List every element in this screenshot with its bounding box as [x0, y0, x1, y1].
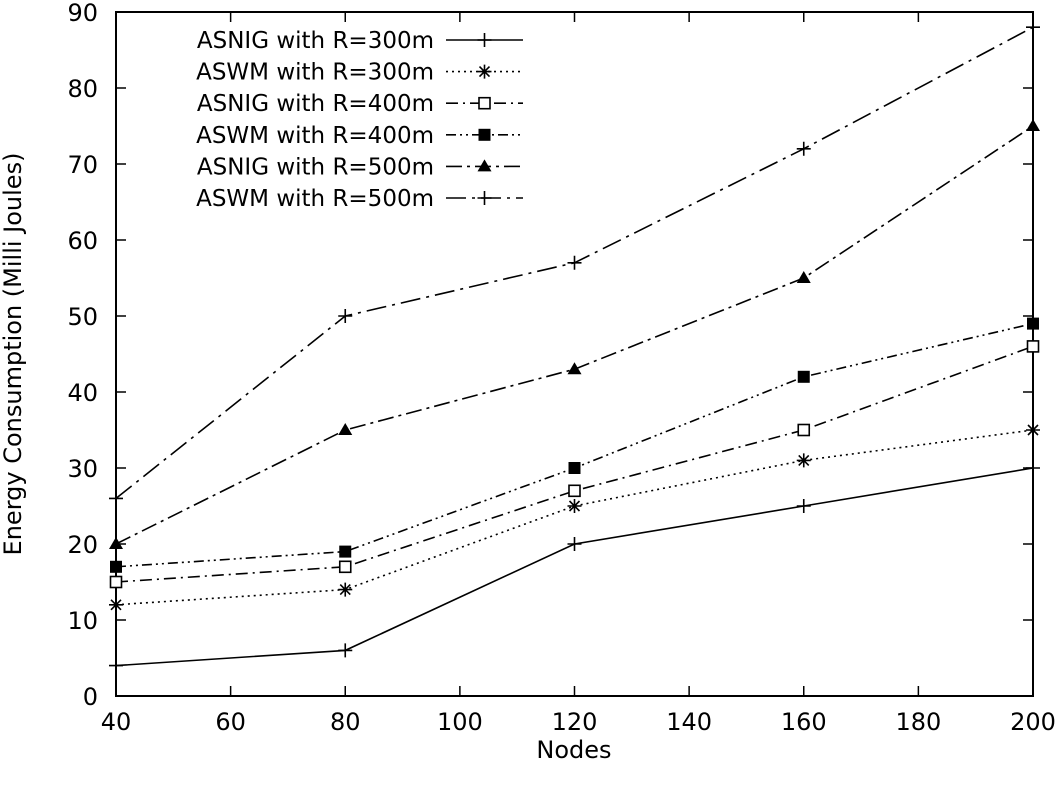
x-tick-label: 60	[215, 708, 246, 736]
y-tick-label: 40	[67, 379, 98, 407]
data-point	[338, 643, 353, 658]
data-point	[567, 499, 582, 513]
data-point	[338, 560, 352, 574]
legend-item-4: ASWM with R=400m	[196, 123, 523, 149]
x-tick-label: 120	[552, 708, 598, 736]
data-point	[1027, 317, 1039, 330]
legend-marker	[477, 191, 492, 205]
x-tick-label: 140	[666, 708, 712, 736]
legend-label: ASNIG with R=300m	[197, 28, 434, 54]
data-point	[109, 597, 123, 612]
data-point	[797, 370, 810, 383]
series-4	[110, 317, 1039, 573]
legend-item-2: ASWM with R=300m	[196, 60, 523, 86]
data-point	[796, 453, 811, 468]
y-tick-label: 0	[83, 683, 98, 711]
legend-label: ASWM with R=400m	[196, 123, 434, 149]
data-point	[1026, 461, 1040, 475]
y-tick-label: 70	[67, 151, 98, 179]
data-point	[1026, 119, 1040, 131]
data-point	[109, 658, 123, 673]
series-line	[115, 345, 1034, 583]
data-point	[797, 423, 811, 437]
y-tick-label: 30	[67, 455, 98, 483]
data-point	[796, 499, 811, 513]
legend-label: ASNIG with R=500m	[197, 154, 434, 180]
data-point	[796, 271, 811, 283]
series-line	[115, 322, 1034, 568]
series-1	[109, 461, 1040, 673]
series-layer	[109, 20, 1040, 673]
series-3	[109, 340, 1040, 589]
legend-label: ASWM with R=300m	[196, 60, 434, 86]
series-line	[115, 429, 1034, 606]
x-tick-label: 200	[1010, 708, 1056, 736]
data-point	[109, 491, 123, 506]
data-point	[338, 309, 353, 323]
legend-marker	[477, 64, 492, 79]
legend-marker	[477, 159, 492, 172]
x-tick-label: 160	[781, 708, 827, 736]
data-point	[568, 462, 581, 474]
series-2	[109, 423, 1040, 612]
y-tick-label: 90	[67, 0, 98, 27]
data-point	[567, 537, 582, 551]
data-point	[796, 141, 811, 156]
data-point	[338, 423, 353, 435]
x-axis-label: Nodes	[536, 736, 611, 764]
data-point	[568, 484, 581, 498]
legend: ASNIG with R=300m ASWM with R=300m ASNIG w…	[196, 28, 523, 212]
data-point	[1026, 423, 1040, 437]
data-point	[1026, 20, 1040, 35]
legend-marker	[478, 96, 491, 110]
series-5	[109, 119, 1040, 549]
legend-item-1: ASNIG with R=300m	[197, 28, 523, 54]
legend-marker	[477, 33, 492, 47]
legend-item-6: ASWM with R=500m	[196, 186, 523, 212]
data-point	[339, 545, 352, 558]
data-point	[109, 537, 123, 549]
data-point	[110, 560, 122, 573]
legend-item-5: ASNIG with R=500m	[197, 154, 523, 180]
x-tick-label: 180	[895, 708, 941, 736]
x-tick-label: 80	[330, 708, 361, 736]
y-tick-label: 80	[67, 75, 98, 103]
y-axis-label: Energy Consumption (Milli Joules)	[0, 153, 27, 556]
legend-marker	[478, 128, 491, 141]
x-tick-label: 40	[101, 708, 132, 736]
legend-item-3: ASNIG with R=400m	[197, 91, 523, 117]
y-tick-label: 20	[67, 531, 98, 559]
legend-label: ASNIG with R=400m	[197, 91, 434, 117]
y-tick-label: 10	[67, 607, 98, 635]
data-point	[567, 255, 582, 270]
data-point	[109, 575, 123, 589]
y-axis: 0 10 20 30 40 50 60 70 80 90	[67, 0, 1033, 711]
data-point	[338, 582, 353, 597]
x-axis: 40 60 80 100 120 140 160 180 200	[101, 12, 1056, 736]
y-tick-label: 50	[67, 303, 98, 331]
legend-label: ASWM with R=500m	[196, 186, 434, 212]
data-point	[567, 362, 582, 375]
series-line	[115, 467, 1034, 667]
series-6	[109, 20, 1040, 506]
y-tick-label: 60	[67, 227, 98, 255]
x-tick-label: 100	[437, 708, 483, 736]
data-point	[1026, 340, 1040, 353]
